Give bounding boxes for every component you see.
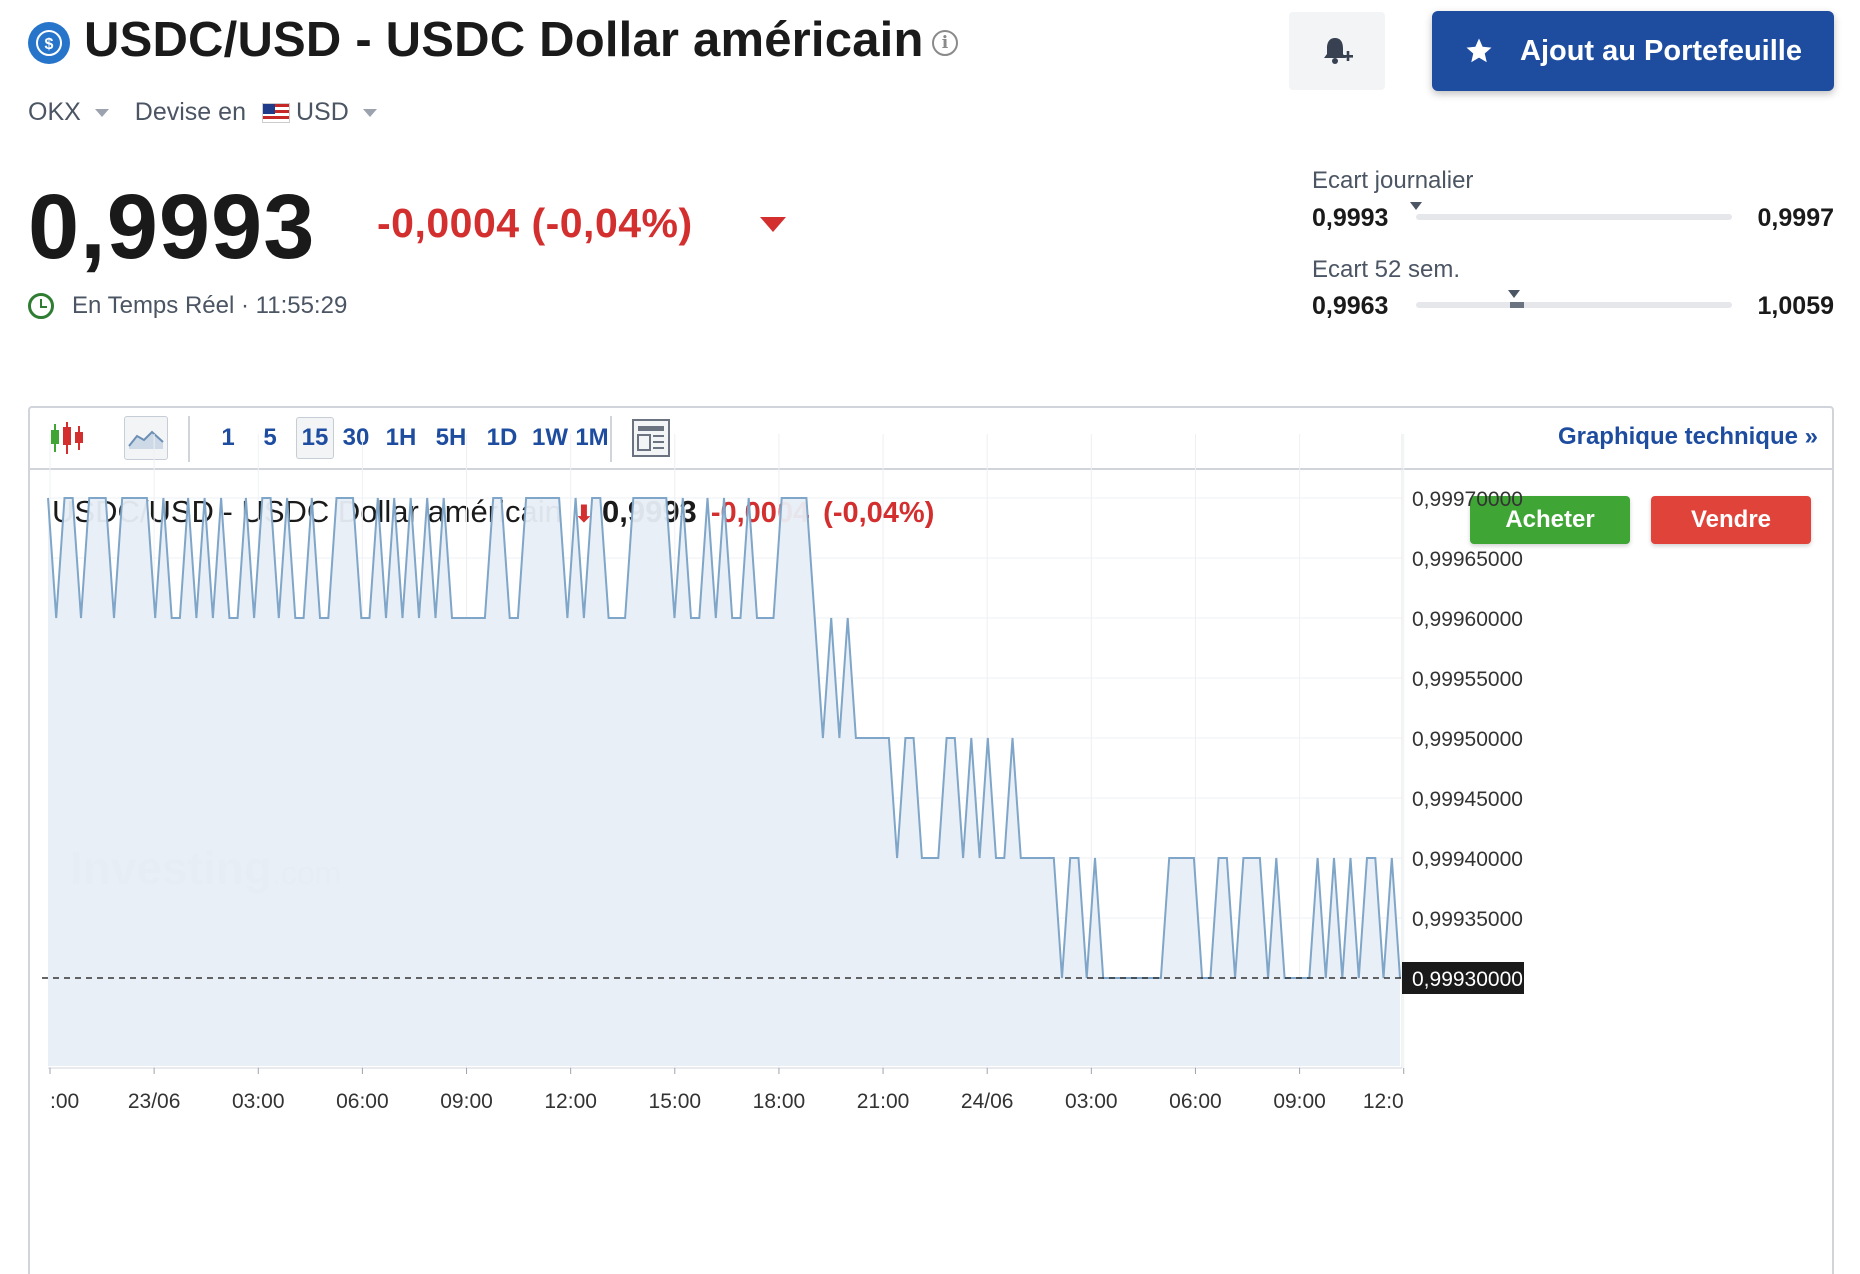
range-position-fill: [1509, 302, 1524, 308]
last-value-label: 0,99930000: [1412, 968, 1523, 991]
svg-text:$: $: [45, 36, 54, 53]
y-tick-label: 0,99950000: [1412, 728, 1523, 751]
x-tick-label: 23/06: [128, 1090, 181, 1113]
area-chart-icon[interactable]: [124, 416, 168, 460]
y-tick-label: 0,99935000: [1412, 908, 1523, 931]
exchange-label: OKX: [28, 98, 81, 126]
layout-icon[interactable]: [630, 416, 672, 460]
realtime-status: En Temps Réel · 11:55:29: [72, 292, 348, 319]
add-alert-button[interactable]: [1289, 12, 1385, 90]
timeframe-5[interactable]: 5: [263, 424, 277, 451]
range-marker-icon: [1410, 202, 1422, 210]
star-icon: [1466, 38, 1492, 63]
last-price: 0,9993: [28, 176, 316, 278]
sell-button[interactable]: Vendre: [1651, 496, 1811, 544]
x-tick-label: 03:00: [1065, 1090, 1118, 1113]
series-line: [47, 497, 1401, 979]
x-tick-label: 03:00: [232, 1090, 285, 1113]
x-tick-label: 06:00: [336, 1090, 389, 1113]
timeframe-1m[interactable]: 1M: [575, 424, 609, 451]
currency-label: Devise en: [134, 98, 246, 126]
x-tick-label: 18:00: [753, 1090, 806, 1113]
chart-toolbar: 1 5 15 30 1H 5H 1D 1W 1M Graphique technique »: [30, 408, 1832, 470]
timeframe-1w[interactable]: 1W: [532, 424, 568, 451]
x-tick-label: :00: [50, 1090, 79, 1113]
us-flag-icon: [261, 102, 290, 123]
week52-range-label: Ecart 52 sem.: [1312, 256, 1461, 283]
add-to-portfolio-button[interactable]: Ajout au Portefeuille: [1432, 11, 1834, 91]
week52-range-low: 0,9963: [1312, 292, 1389, 320]
x-tick-label: 12:0: [1363, 1090, 1404, 1113]
daily-range-bar: [1410, 202, 1732, 220]
portfolio-button-label: Ajout au Portefeuille: [1520, 34, 1802, 67]
x-tick-label: 09:00: [440, 1090, 493, 1113]
week52-range-high: 1,0059: [1757, 292, 1834, 320]
x-tick-label: 21:00: [857, 1090, 910, 1113]
bell-plus-icon: [1324, 38, 1353, 64]
last-value-badge: [1402, 962, 1524, 994]
y-tick-label: 0,99960000: [1412, 608, 1523, 631]
quote-time: 11:55:29: [255, 292, 348, 319]
daily-range-high: 0,9997: [1757, 204, 1834, 232]
exchange-select[interactable]: OKX: [28, 98, 109, 127]
instrument-change-pct: (-0,04%): [823, 497, 935, 529]
series-area: [48, 498, 1400, 1066]
usdc-coin-icon: $: [28, 22, 70, 64]
price-change: -0,0004 (-0,04%): [377, 200, 693, 246]
y-tick-label: 0,99940000: [1412, 848, 1523, 871]
daily-range-label: Ecart journalier: [1312, 167, 1474, 194]
timeframe-5h[interactable]: 5H: [435, 424, 467, 451]
currency-value: USD: [295, 98, 349, 126]
y-tick-label: 0,99955000: [1412, 668, 1523, 691]
x-tick-label: 09:00: [1273, 1090, 1326, 1113]
chevron-down-icon: [362, 108, 377, 117]
page-title: USDC/USD - USDC Dollar américain: [84, 13, 924, 67]
x-tick-label: 24/06: [961, 1090, 1014, 1113]
x-tick-label: 15:00: [649, 1090, 702, 1113]
info-icon[interactable]: i: [932, 30, 958, 56]
down-arrow-icon: [760, 217, 786, 232]
y-tick-label: 0,99970000: [1412, 488, 1523, 511]
timeframe-1[interactable]: 1: [221, 424, 235, 451]
timeframe-1d[interactable]: 1D: [486, 424, 518, 451]
y-tick-label: 0,99965000: [1412, 548, 1523, 571]
x-tick-label: 06:00: [1169, 1090, 1222, 1113]
currency-select[interactable]: USD: [246, 98, 377, 127]
timeframe-15[interactable]: 15: [296, 417, 334, 459]
candlestick-icon[interactable]: [44, 416, 90, 460]
clock-icon: [28, 293, 54, 319]
daily-range-low: 0,9993: [1312, 204, 1389, 232]
week52-range-bar: [1416, 290, 1732, 308]
realtime-label: En Temps Réel: [72, 292, 235, 319]
x-tick-label: 12:00: [544, 1090, 597, 1113]
technical-chart-link[interactable]: Graphique technique »: [1557, 423, 1818, 450]
y-tick-label: 0,99945000: [1412, 788, 1523, 811]
range-marker-icon: [1507, 290, 1520, 298]
chart-widget: 1 5 15 30 1H 5H 1D 1W 1M Graphique technique » U…: [28, 406, 1834, 1274]
timeframe-1h[interactable]: 1H: [385, 424, 417, 451]
timeframe-30[interactable]: 30: [342, 424, 370, 451]
down-arrow-icon: ⬇: [573, 501, 594, 528]
price-chart[interactable]: Investing.com0,999700000,999650000,99960…: [30, 408, 1834, 1274]
chevron-down-icon: [94, 108, 109, 117]
buy-button[interactable]: Acheter: [1470, 496, 1630, 544]
